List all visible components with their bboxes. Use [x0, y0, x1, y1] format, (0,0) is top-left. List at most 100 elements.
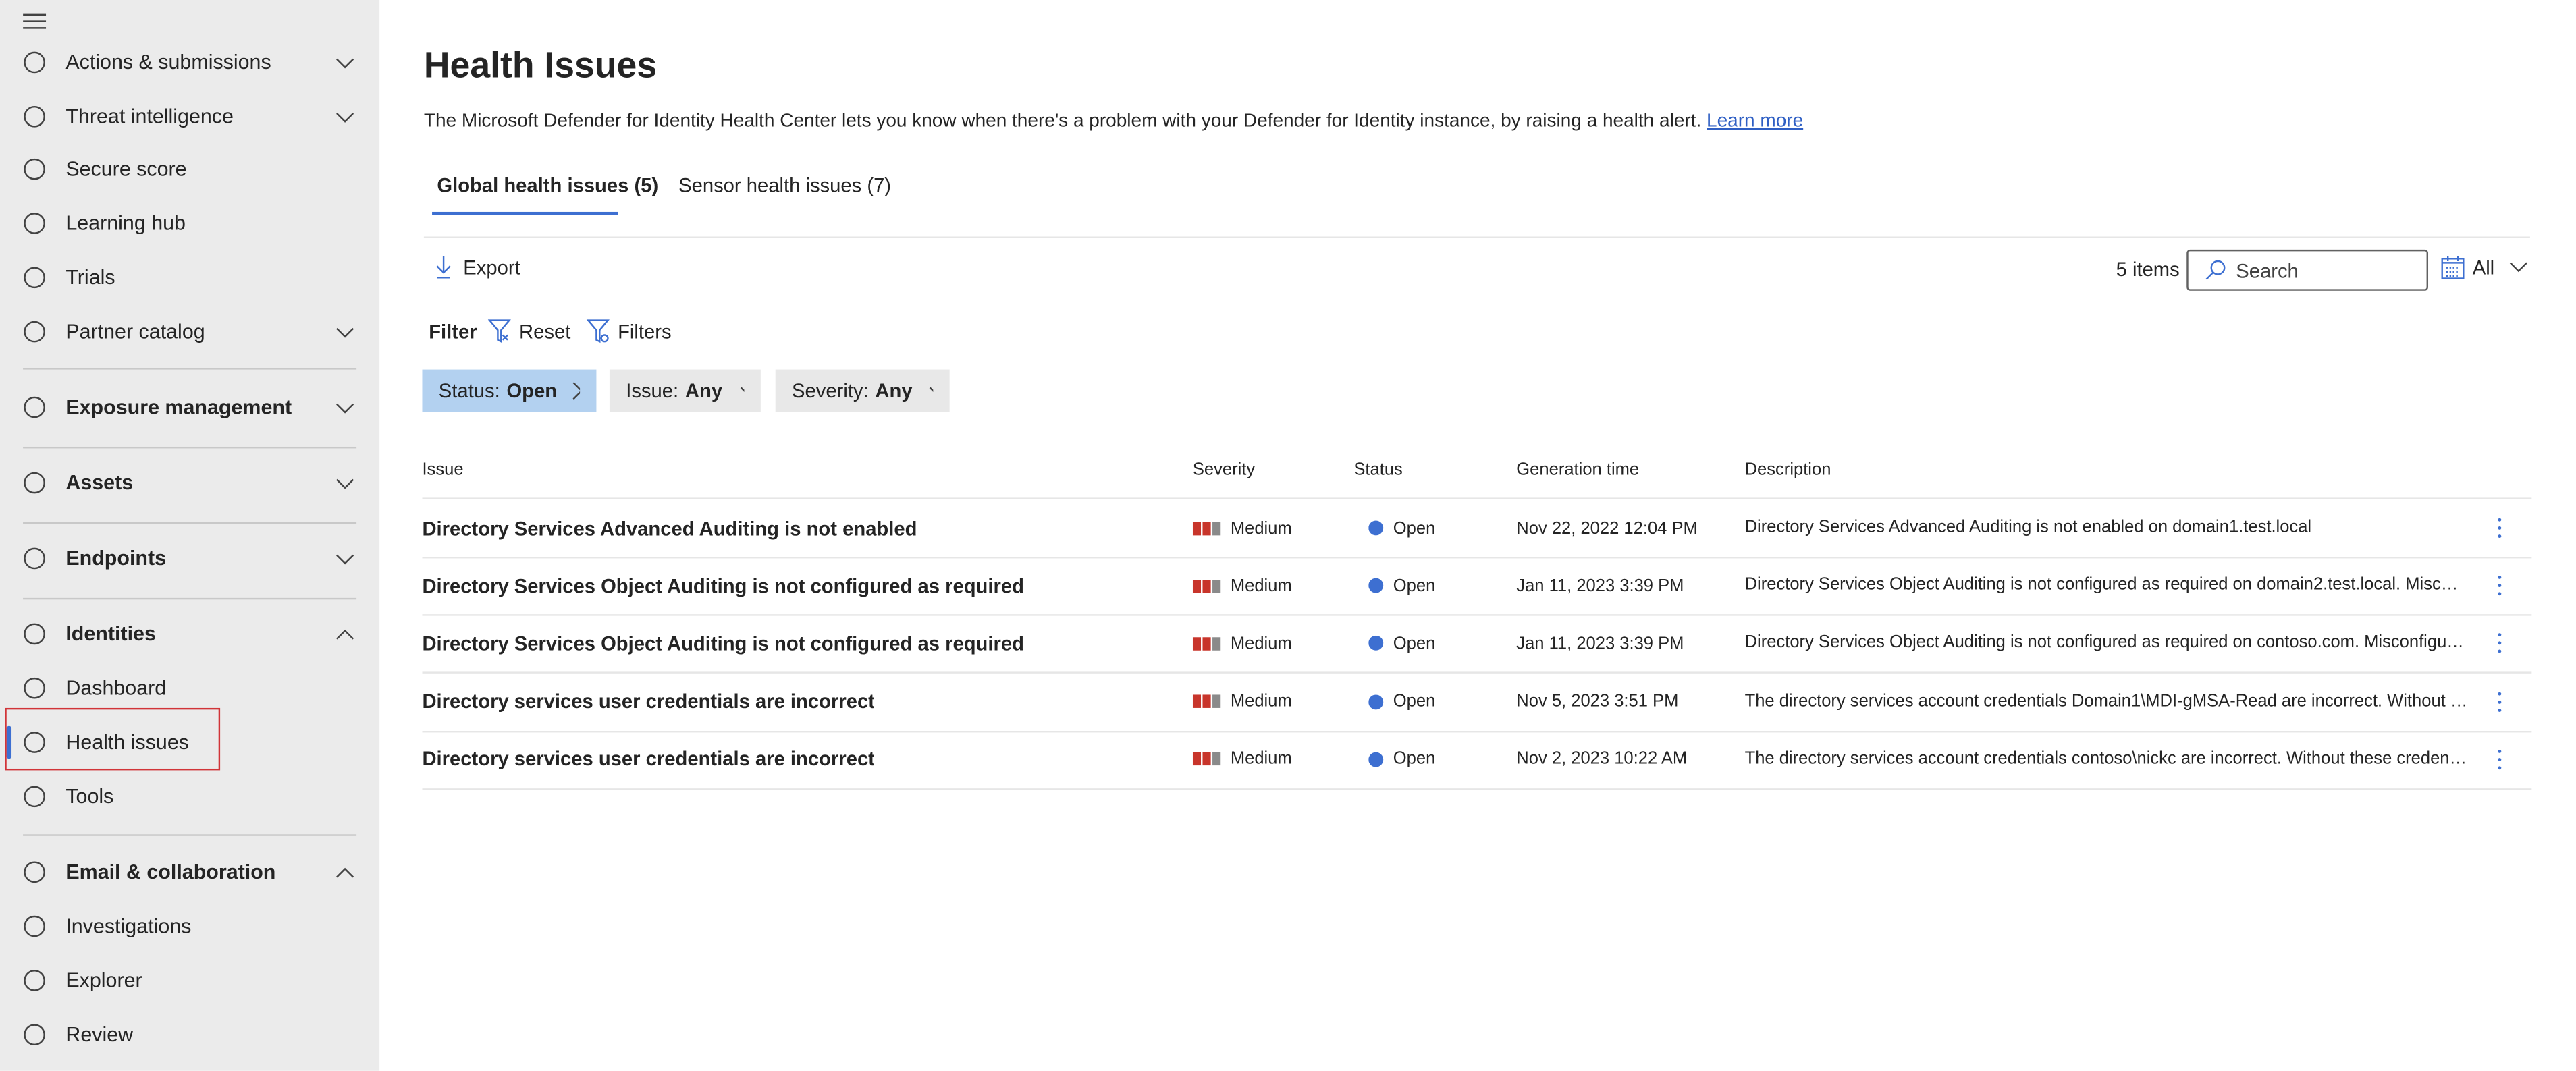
description: Directory Services Object Auditing is no… — [1744, 632, 2468, 653]
column-header-issue[interactable]: Issue — [422, 460, 464, 480]
filter-label: Filter — [429, 320, 477, 344]
sidebar-item-email-collaboration[interactable]: Email & collaboration — [0, 846, 379, 898]
selected-indicator — [6, 725, 12, 759]
date-filter-dropdown[interactable]: All — [2441, 254, 2529, 279]
severity-cell: Medium — [1192, 615, 1292, 672]
divider — [423, 236, 2530, 238]
sidebar-item-secure-score[interactable]: Secure score — [0, 143, 379, 196]
search-input[interactable]: Search — [2186, 249, 2429, 291]
sidebar-item-endpoints[interactable]: Endpoints — [0, 532, 379, 585]
tab-sensor-health-issues[interactable]: Sensor health issues (7) — [678, 173, 892, 198]
tab-global-health-issues[interactable]: Global health issues (5) — [437, 173, 659, 198]
sidebar-item-label: Secure score — [65, 157, 187, 181]
table-row[interactable]: Directory services user credentials are … — [422, 731, 2532, 790]
chevron-up-icon[interactable] — [335, 624, 354, 644]
more-options-icon[interactable] — [2489, 557, 2508, 614]
sidebar: Actions & submissions Threat intelligence… — [0, 0, 380, 1071]
severity-filter-chip[interactable]: Severity: Any — [775, 369, 950, 412]
status-cell: Open — [1368, 673, 1435, 730]
chevron-down-icon[interactable] — [335, 107, 354, 126]
issue-filter-chip[interactable]: Issue: Any — [609, 369, 761, 412]
table-row[interactable]: Directory Services Advanced Auditing is … — [422, 499, 2532, 559]
status-dot-icon — [1368, 636, 1384, 651]
severity-medium-icon — [1192, 752, 1221, 766]
heart-pulse-icon — [22, 730, 48, 756]
generation-time: Jan 11, 2023 3:39 PM — [1516, 576, 1684, 596]
exposure-management-icon — [22, 394, 48, 420]
status-cell: Open — [1368, 615, 1435, 672]
status-dot-icon — [1368, 752, 1384, 767]
sidebar-item-assets[interactable]: Assets — [0, 457, 379, 510]
sidebar-item-partner-catalog[interactable]: Partner catalog — [0, 306, 379, 358]
sidebar-item-label: Actions & submissions — [65, 51, 271, 74]
reset-filter-button[interactable]: Reset — [487, 319, 570, 344]
severity-cell: Medium — [1192, 731, 1292, 788]
table-row[interactable]: Directory services user credentials are … — [422, 673, 2532, 732]
severity-cell: Medium — [1192, 673, 1292, 730]
explorer-icon — [22, 967, 48, 993]
sidebar-divider — [23, 834, 357, 836]
issue-name[interactable]: Directory services user credentials are … — [422, 748, 875, 771]
sidebar-item-review[interactable]: Review — [0, 1008, 379, 1061]
learn-more-link[interactable]: Learn more — [1707, 111, 1804, 132]
description: The directory services account credentia… — [1744, 690, 2468, 711]
severity-cell: Medium — [1192, 499, 1292, 557]
more-options-icon[interactable] — [2489, 731, 2508, 788]
sidebar-divider — [23, 446, 357, 449]
description: The directory services account credentia… — [1744, 748, 2468, 769]
close-icon[interactable] — [572, 381, 581, 401]
sidebar-item-dashboard[interactable]: Dashboard — [0, 662, 379, 715]
status-dot-icon — [1368, 694, 1384, 709]
column-header-description[interactable]: Description — [1744, 460, 1831, 480]
sidebar-item-label: Investigations — [65, 914, 192, 938]
investigations-icon — [22, 913, 48, 939]
more-options-icon[interactable] — [2489, 499, 2508, 557]
chevron-down-icon — [930, 386, 934, 391]
export-button[interactable]: Export — [433, 254, 520, 279]
toolbox-icon — [22, 784, 48, 810]
sidebar-item-identities[interactable]: Identities — [0, 607, 379, 660]
sidebar-item-label: Learning hub — [65, 211, 186, 236]
generation-time: Nov 2, 2023 10:22 AM — [1516, 749, 1688, 769]
sidebar-item-learning-hub[interactable]: Learning hub — [0, 197, 379, 250]
sidebar-item-explorer[interactable]: Explorer — [0, 954, 379, 1007]
sidebar-item-threat-intelligence[interactable]: Threat intelligence — [0, 90, 379, 143]
highlight-box — [5, 707, 221, 771]
severity-cell: Medium — [1192, 557, 1292, 614]
sidebar-item-health-issues[interactable]: Health issues — [0, 716, 379, 769]
actions-submissions-icon — [22, 49, 48, 76]
table-row[interactable]: Directory Services Object Auditing is no… — [422, 615, 2532, 674]
sidebar-item-investigations[interactable]: Investigations — [0, 900, 379, 953]
sidebar-item-actions-submissions[interactable]: Actions & submissions — [0, 36, 379, 89]
sidebar-item-trials[interactable]: Trials — [0, 251, 379, 304]
severity-medium-icon — [1192, 579, 1221, 593]
issue-name[interactable]: Directory Services Object Auditing is no… — [422, 574, 1024, 598]
status-filter-chip[interactable]: Status: Open — [422, 369, 597, 412]
status-dot-icon — [1368, 520, 1384, 536]
chevron-down-icon[interactable] — [335, 549, 354, 568]
issue-name[interactable]: Directory Services Advanced Auditing is … — [422, 516, 917, 540]
hamburger-menu-icon[interactable] — [23, 13, 47, 29]
sidebar-item-exposure-management[interactable]: Exposure management — [0, 381, 379, 434]
more-options-icon[interactable] — [2489, 673, 2508, 730]
sidebar-item-tools[interactable]: Tools — [0, 770, 379, 823]
chevron-up-icon[interactable] — [335, 862, 354, 882]
identities-icon — [22, 621, 48, 647]
sidebar-item-label: Email & collaboration — [65, 860, 276, 884]
column-header-status[interactable]: Status — [1353, 460, 1403, 480]
chevron-down-icon[interactable] — [335, 397, 354, 417]
more-options-icon[interactable] — [2489, 615, 2508, 672]
table-row[interactable]: Directory Services Object Auditing is no… — [422, 557, 2532, 617]
filters-button[interactable]: Filters — [586, 319, 672, 344]
column-header-severity[interactable]: Severity — [1192, 460, 1256, 480]
sidebar-item-label: Threat intelligence — [65, 105, 234, 128]
chevron-down-icon[interactable] — [335, 322, 354, 341]
column-header-generation-time[interactable]: Generation time — [1516, 460, 1640, 480]
issue-name[interactable]: Directory Services Object Auditing is no… — [422, 632, 1024, 655]
threat-intelligence-icon — [22, 103, 48, 130]
issue-name[interactable]: Directory services user credentials are … — [422, 690, 875, 713]
chevron-down-icon[interactable] — [335, 473, 354, 493]
chevron-down-icon[interactable] — [335, 53, 354, 72]
generation-time: Nov 5, 2023 3:51 PM — [1516, 691, 1679, 712]
review-icon — [22, 1022, 48, 1048]
